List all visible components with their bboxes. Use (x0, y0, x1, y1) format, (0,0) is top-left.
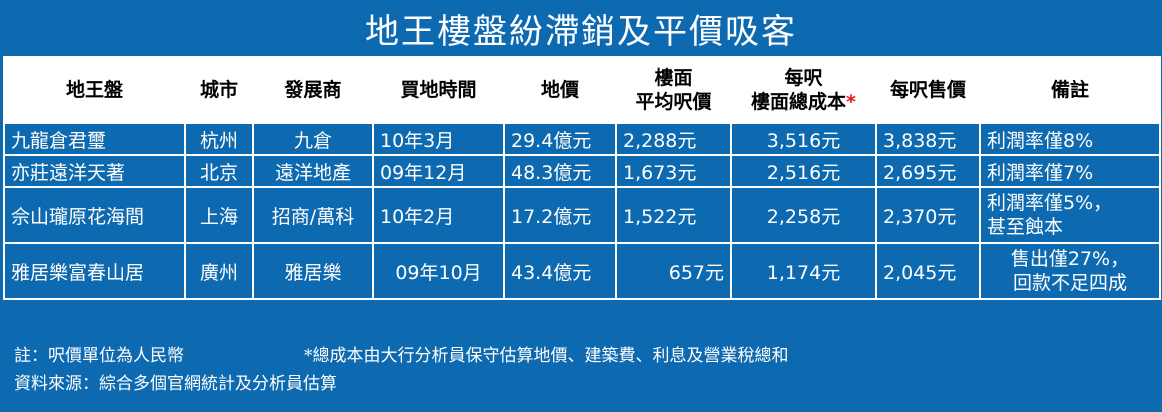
cost-note: *總成本由大行分析員保守估算地價、建築費、利息及營業稅總和 (304, 346, 789, 366)
cell-total-cost: 1,174元 (730, 242, 877, 300)
cell-city: 上海 (184, 186, 254, 244)
cell-project: 亦莊遠洋天著 (3, 154, 186, 188)
table-row: 九龍倉君璽 杭州 九倉 10年3月 29.4億元 2,288元 3,516元 3… (3, 122, 1161, 156)
header-avg-price-line1: 樓面 (654, 67, 693, 89)
cell-developer: 雅居樂 (252, 242, 374, 300)
cell-land-price: 43.4億元 (503, 242, 617, 300)
cell-selling-price: 3,838元 (875, 122, 981, 156)
header-total-cost: 每呎 樓面總成本* (730, 56, 877, 124)
cell-total-cost: 2,516元 (730, 154, 877, 188)
cell-developer: 遠洋地產 (252, 154, 374, 188)
cell-avg-price: 2,288元 (615, 122, 732, 156)
cell-land-price: 48.3億元 (503, 154, 617, 188)
cell-developer: 九倉 (252, 122, 374, 156)
remarks-line: 利潤率僅5%， (987, 192, 1113, 214)
remarks-line: 回款不足四成 (1012, 272, 1127, 294)
cell-purchase-time: 10年3月 (372, 122, 505, 156)
asterisk-mark: * (846, 91, 856, 113)
cell-project: 九龍倉君璽 (3, 122, 186, 156)
header-avg-price: 樓面 平均呎價 (615, 56, 732, 124)
cell-selling-price: 2,370元 (875, 186, 981, 244)
cell-purchase-time: 09年10月 (372, 242, 505, 300)
cell-total-cost: 2,258元 (730, 186, 877, 244)
header-selling-price: 每呎售價 (875, 56, 981, 124)
header-project: 地王盤 (3, 56, 186, 124)
table-row: 亦莊遠洋天著 北京 遠洋地產 09年12月 48.3億元 1,673元 2,51… (3, 154, 1161, 188)
unit-note: 註：呎價單位為人民幣 (14, 346, 184, 366)
cell-remarks: 售出僅27%， 回款不足四成 (979, 242, 1161, 300)
cell-purchase-time: 09年12月 (372, 154, 505, 188)
table-header-row: 地王盤 城市 發展商 買地時間 地價 樓面 平均呎價 每呎 樓面總成本* 每呎售… (3, 56, 1161, 124)
cell-selling-price: 2,045元 (875, 242, 981, 300)
header-avg-price-line2: 平均呎價 (635, 91, 712, 113)
cell-developer: 招商/萬科 (252, 186, 374, 244)
remarks-line: 甚至蝕本 (987, 216, 1064, 238)
header-cost-line2: 樓面總成本 (751, 91, 847, 113)
cell-city: 北京 (184, 154, 254, 188)
cell-land-price: 17.2億元 (503, 186, 617, 244)
header-land-price: 地價 (503, 56, 617, 124)
cell-project: 雅居樂富春山居 (3, 242, 186, 300)
header-cost-line1: 每呎 (784, 67, 823, 89)
source-note: 資料來源：綜合多個官網統計及分析員估算 (14, 374, 337, 394)
header-purchase-time: 買地時間 (372, 56, 505, 124)
footer-notes: 註：呎價單位為人民幣 *總成本由大行分析員保守估算地價、建築費、利息及營業稅總和 … (14, 342, 789, 398)
cell-land-price: 29.4億元 (503, 122, 617, 156)
header-cost-line2-wrap: 樓面總成本* (738, 90, 869, 114)
header-city: 城市 (184, 56, 254, 124)
table-row: 佘山瓏原花海間 上海 招商/萬科 10年2月 17.2億元 1,522元 2,2… (3, 186, 1161, 244)
cell-remarks: 利潤率僅8% (979, 122, 1161, 156)
cell-purchase-time: 10年2月 (372, 186, 505, 244)
cell-city: 廣州 (184, 242, 254, 300)
land-king-table: 地王盤 城市 發展商 買地時間 地價 樓面 平均呎價 每呎 樓面總成本* 每呎售… (3, 56, 1161, 300)
header-developer: 發展商 (252, 56, 374, 124)
page-title: 地王樓盤紛滯銷及平價吸客 (365, 11, 797, 52)
cell-remarks: 利潤率僅7% (979, 154, 1161, 188)
cell-avg-price: 657元 (615, 242, 732, 300)
cell-city: 杭州 (184, 122, 254, 156)
header-remarks: 備註 (979, 56, 1161, 124)
remarks-line: 售出僅27%， (1010, 248, 1130, 270)
cell-project: 佘山瓏原花海間 (3, 186, 186, 244)
cell-selling-price: 2,695元 (875, 154, 981, 188)
cell-total-cost: 3,516元 (730, 122, 877, 156)
cell-avg-price: 1,522元 (615, 186, 732, 244)
footer-row: 註：呎價單位為人民幣 *總成本由大行分析員保守估算地價、建築費、利息及營業稅總和 (14, 342, 789, 370)
cell-avg-price: 1,673元 (615, 154, 732, 188)
table-row: 雅居樂富春山居 廣州 雅居樂 09年10月 43.4億元 657元 1,174元… (3, 242, 1161, 300)
cell-remarks: 利潤率僅5%， 甚至蝕本 (979, 186, 1161, 244)
